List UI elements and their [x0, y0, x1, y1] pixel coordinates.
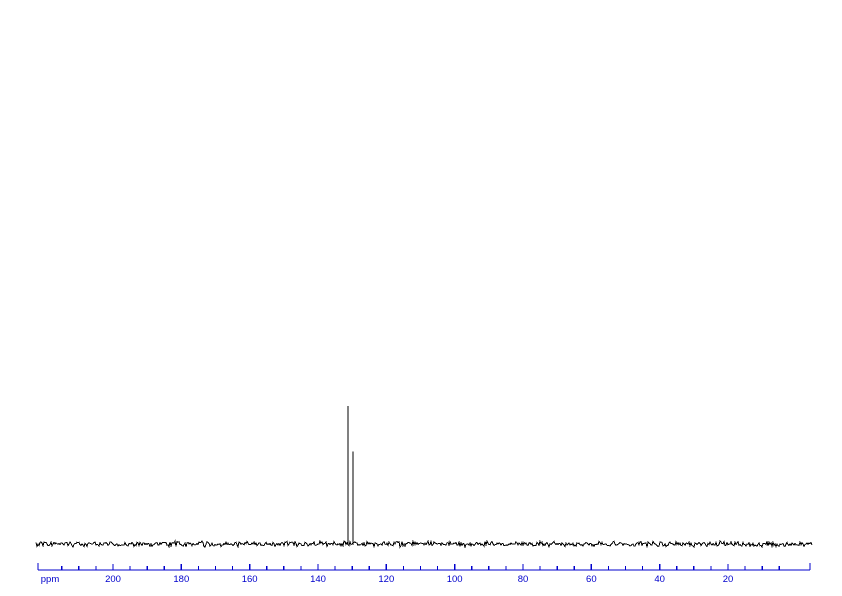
axis-tick-label: 20 — [723, 574, 734, 585]
axis-tick-label: 40 — [654, 574, 665, 585]
baseline-noise-trace — [35, 539, 813, 549]
axis-tick-label: 180 — [173, 574, 189, 585]
axis-tick-label: 140 — [310, 574, 326, 585]
axis-unit-label: ppm — [41, 574, 60, 585]
chemical-shift-axis — [37, 563, 811, 571]
axis-tick-label: 160 — [242, 574, 258, 585]
spectrum-trace — [35, 539, 813, 549]
axis-tick-label: 100 — [447, 574, 463, 585]
axis-tick-labels: 200 180 160 140 120 100 80 60 40 20 ppm — [41, 574, 734, 585]
peak-lines — [347, 406, 354, 545]
axis-tick-label: 200 — [105, 574, 121, 585]
axis-tick-label: 80 — [518, 574, 529, 585]
axis-tick-label: 60 — [586, 574, 597, 585]
axis-tick-label: 120 — [378, 574, 394, 585]
